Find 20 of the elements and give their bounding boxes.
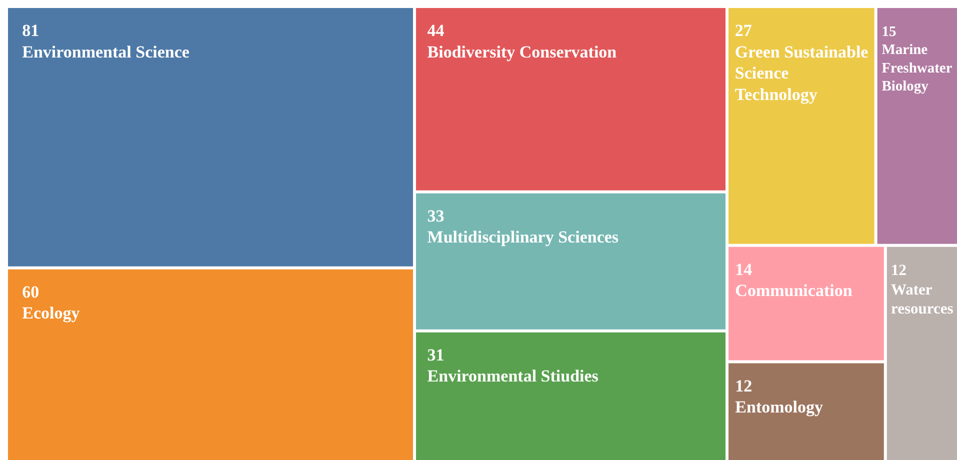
category-label: Green Sustainable Science Technology [734, 42, 869, 104]
data-label: 27 [734, 21, 752, 40]
category-label: Water resources [891, 281, 954, 318]
data-label: 14 [735, 260, 753, 279]
category-label: Environmental Science [22, 42, 190, 62]
category-label: Multidisciplinary Sciences [427, 228, 619, 247]
data-label: 44 [427, 21, 445, 40]
data-label: 81 [22, 21, 40, 40]
category-label: Ecology [22, 304, 80, 323]
category-label: Communication [735, 281, 853, 300]
data-label: 31 [427, 345, 444, 364]
data-label: 60 [22, 282, 40, 302]
category-label: Biodiversity Conservation [427, 42, 618, 62]
category-label: Marine Freshwater Biology [882, 42, 953, 94]
category-label: Environmental Stiudies [427, 366, 599, 386]
category-label: Entomology [735, 398, 824, 416]
data-label: 12 [735, 376, 752, 396]
data-label: 12 [891, 262, 907, 279]
data-label: 15 [882, 24, 896, 40]
data-label: 33 [427, 206, 444, 226]
